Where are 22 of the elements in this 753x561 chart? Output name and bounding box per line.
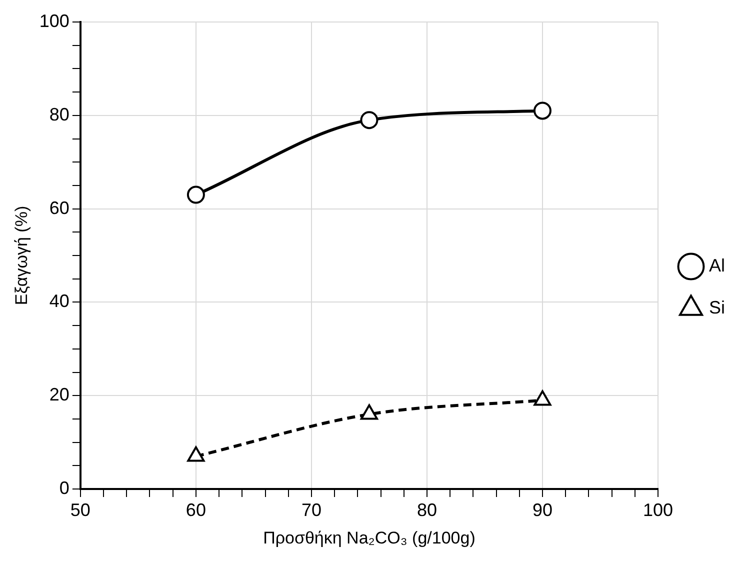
x-tick-label: 80 [416, 500, 437, 520]
y-tick-label: 80 [49, 104, 70, 124]
y-tick-label: 100 [39, 10, 70, 31]
y-tick-label: 40 [49, 291, 70, 312]
legend-label: Si [708, 297, 726, 318]
x-tick-label: 70 [301, 500, 322, 520]
point [187, 446, 205, 462]
legend-label: Al [708, 255, 726, 276]
point [533, 102, 552, 120]
x-tick-label: 50 [70, 500, 90, 520]
point [360, 111, 378, 130]
x-axis-title: Προσθήκη Na₂CO₃ (g/100g) [263, 528, 476, 548]
x-tick-label: 60 [186, 500, 206, 520]
y-tick-label: 20 [49, 384, 70, 405]
y-tick-label: 0 [59, 478, 70, 498]
point [360, 404, 378, 420]
x-tick-label: 100 [642, 500, 674, 520]
y-tick-label: 60 [49, 198, 70, 218]
point [534, 390, 552, 406]
x-tick-label: 90 [532, 500, 552, 520]
point [186, 186, 205, 204]
y-axis-title: Εξαγωγή (%) [12, 206, 31, 306]
